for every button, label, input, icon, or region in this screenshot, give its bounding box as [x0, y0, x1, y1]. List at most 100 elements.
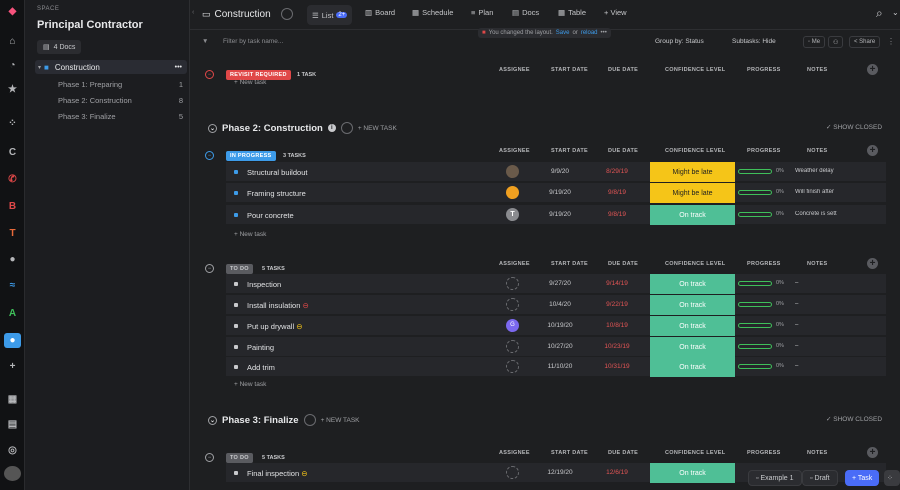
add-column-button[interactable]: +: [867, 447, 878, 458]
col-assignee[interactable]: ASSIGNEE: [499, 450, 530, 456]
tab-list[interactable]: ☰ List 2+: [307, 5, 353, 25]
status-dot[interactable]: [234, 213, 238, 217]
add-view-button[interactable]: + View: [604, 8, 627, 17]
task-name[interactable]: Pour concrete: [247, 211, 294, 220]
confidence-dropdown[interactable]: Might be late: [650, 162, 735, 182]
task-name[interactable]: Put up drywall ⊖: [247, 322, 303, 331]
share-button[interactable]: < Share: [849, 36, 881, 48]
col-notes[interactable]: NOTES: [807, 261, 828, 267]
tab-plan[interactable]: ≡ Plan: [471, 8, 493, 17]
apps-icon[interactable]: ▦: [7, 394, 18, 405]
due-date[interactable]: 9/14/19: [606, 280, 628, 287]
status-dot[interactable]: [234, 282, 238, 286]
caret-down-icon[interactable]: ▾: [38, 64, 42, 71]
filter-icon[interactable]: ▼: [202, 38, 209, 45]
start-date[interactable]: 12/19/20: [547, 469, 573, 476]
status-dot[interactable]: [234, 170, 238, 174]
space-t-icon[interactable]: T: [9, 228, 16, 239]
note-text[interactable]: –: [795, 280, 799, 286]
table-row[interactable]: Put up drywall ⊖ G 10/19/20 10/8/19 On t…: [226, 316, 886, 336]
table-row[interactable]: Add trim 11/10/20 10/31/19 On track 0% –: [226, 357, 886, 377]
status-dot[interactable]: [234, 303, 238, 307]
col-confidence[interactable]: CONFIDENCE LEVEL: [665, 67, 726, 73]
due-date[interactable]: 10/31/19: [604, 363, 630, 370]
col-notes[interactable]: NOTES: [807, 148, 828, 154]
col-start-date[interactable]: START DATE: [551, 450, 589, 456]
settings-icon[interactable]: [280, 8, 293, 20]
col-progress[interactable]: PROGRESS: [747, 261, 781, 267]
note-text[interactable]: –: [795, 363, 799, 369]
add-assignee-icon[interactable]: [506, 277, 519, 290]
bulb-icon[interactable]: ●: [4, 333, 21, 348]
group-by-select[interactable]: Group by: Status: [655, 38, 704, 45]
col-due-date[interactable]: DUE DATE: [608, 67, 639, 73]
note-text[interactable]: –: [795, 301, 799, 307]
start-date[interactable]: 9/19/20: [549, 189, 571, 196]
task-name[interactable]: Structural buildout: [247, 168, 308, 177]
due-date[interactable]: 12/6/19: [606, 469, 628, 476]
avatar[interactable]: [506, 165, 519, 178]
confidence-dropdown[interactable]: On track: [650, 316, 735, 336]
confidence-dropdown[interactable]: On track: [650, 463, 735, 483]
start-date[interactable]: 10/4/20: [549, 301, 571, 308]
task-name[interactable]: Painting: [247, 343, 275, 352]
favorites-icon[interactable]: ★: [8, 84, 17, 95]
add-column-button[interactable]: +: [867, 64, 878, 75]
reload-link[interactable]: reload: [580, 30, 598, 36]
col-progress[interactable]: PROGRESS: [747, 148, 781, 154]
clickup-logo-icon[interactable]: ◆: [8, 6, 17, 17]
due-date[interactable]: 10/23/19: [604, 343, 630, 350]
status-badge[interactable]: TO DO: [226, 453, 253, 463]
tab-docs[interactable]: ▤ Docs: [512, 8, 539, 17]
space-a-icon[interactable]: A: [8, 308, 17, 319]
start-date[interactable]: 9/19/20: [549, 211, 571, 218]
col-notes[interactable]: NOTES: [807, 67, 828, 73]
col-notes[interactable]: NOTES: [807, 450, 828, 456]
example-doc-button[interactable]: ▫ Example 1: [748, 470, 802, 486]
broadcast-icon[interactable]: ◎: [8, 445, 17, 456]
col-confidence[interactable]: CONFIDENCE LEVEL: [665, 450, 726, 456]
due-date[interactable]: 8/29/19: [606, 168, 628, 175]
collapse-group-toggle[interactable]: −: [205, 264, 214, 273]
start-date[interactable]: 11/10/20: [547, 363, 573, 370]
sidebar-item-phase-2[interactable]: Phase 2: Construction 8: [58, 96, 183, 105]
more-icon[interactable]: •••: [600, 30, 607, 36]
task-name[interactable]: Inspection: [247, 280, 282, 289]
sidebar-item-phase-1[interactable]: Phase 1: Preparing 1: [58, 80, 183, 89]
table-row[interactable]: Inspection 9/27/20 9/14/19 On track 0% –: [226, 274, 886, 294]
notifications-icon[interactable]: ◔: [9, 60, 16, 71]
add-assignee-icon[interactable]: [506, 360, 519, 373]
table-row[interactable]: Install insulation ⊖ 10/4/20 9/22/19 On …: [226, 295, 886, 315]
note-text[interactable]: Weather delay: [795, 168, 834, 174]
list-settings-icon[interactable]: [303, 414, 316, 426]
add-column-button[interactable]: +: [867, 258, 878, 269]
more-vertical-icon[interactable]: ⋮: [887, 37, 895, 46]
table-row[interactable]: Pour concrete T 9/19/20 9/8/19 On track …: [226, 205, 886, 225]
col-start-date[interactable]: START DATE: [551, 261, 589, 267]
status-dot[interactable]: [234, 324, 238, 328]
collapse-group-toggle[interactable]: −: [205, 70, 214, 79]
docs-button[interactable]: ▤ 4 Docs: [37, 40, 82, 54]
note-text[interactable]: –: [795, 343, 799, 349]
due-date[interactable]: 9/22/19: [606, 301, 628, 308]
collapse-sidebar-icon[interactable]: ‹: [192, 9, 195, 16]
status-badge[interactable]: IN PROGRESS: [226, 151, 276, 161]
note-text[interactable]: Concrete is sett: [795, 211, 837, 217]
collapse-phase-icon[interactable]: ⌄: [208, 415, 217, 425]
due-date[interactable]: 9/8/19: [607, 189, 627, 196]
task-name[interactable]: Add trim: [247, 363, 275, 372]
note-text[interactable]: Will finish after: [795, 189, 835, 195]
col-confidence[interactable]: CONFIDENCE LEVEL: [665, 148, 726, 154]
space-wave-icon[interactable]: ≈: [9, 280, 16, 291]
confidence-dropdown[interactable]: Might be late: [650, 183, 735, 203]
table-row[interactable]: Painting 10/27/20 10/23/19 On track 0% –: [226, 337, 886, 357]
tab-schedule[interactable]: ▦ Schedule: [412, 8, 453, 17]
new-task-link[interactable]: + New task: [234, 381, 267, 388]
more-icon[interactable]: •••: [174, 63, 182, 71]
status-dot[interactable]: [234, 345, 238, 349]
due-date[interactable]: 9/8/19: [607, 211, 627, 218]
phone-icon[interactable]: ✆: [8, 174, 17, 185]
docs-icon[interactable]: ▤: [7, 419, 18, 430]
add-assignee-icon[interactable]: [506, 298, 519, 311]
start-date[interactable]: 9/9/20: [550, 168, 570, 175]
